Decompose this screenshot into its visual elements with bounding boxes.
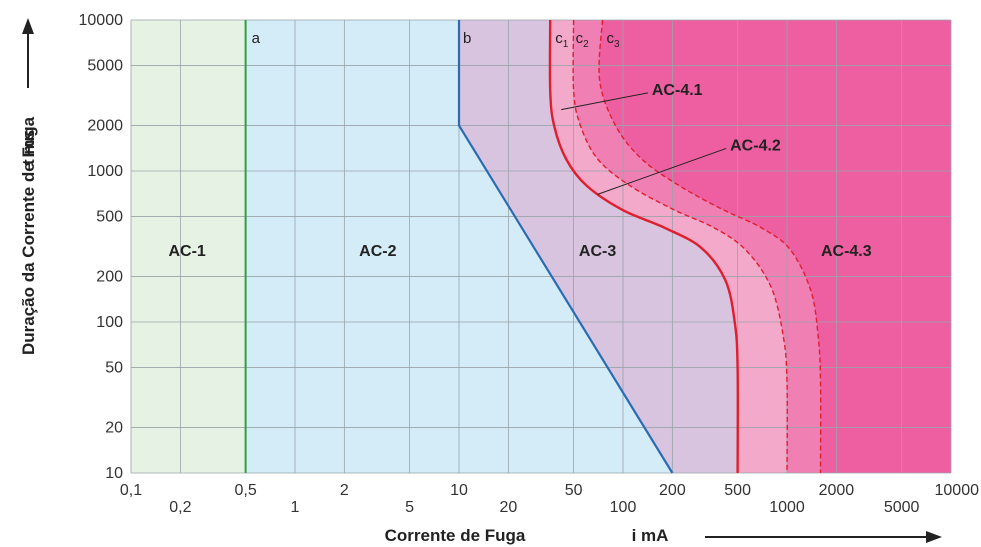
x-tick-label: 500 (724, 482, 751, 499)
y-tick-label: 1000 (87, 163, 123, 180)
x-axis-unit: i mA (632, 526, 669, 545)
curve-label-subscript: 3 (614, 39, 620, 50)
curve-label-b: b (463, 30, 471, 47)
boundary-c3 (598, 19, 822, 474)
y-tick-label: 200 (96, 269, 123, 286)
y-tick-label: 2000 (87, 118, 123, 135)
callout-label-ac-4-2: AC-4.2 (730, 137, 781, 154)
y-tick-label: 10000 (79, 12, 124, 29)
x-tick-label: 20 (499, 499, 517, 516)
x-axis-title: Corrente de Fuga (385, 526, 526, 545)
zone-label-ac-3: AC-3 (579, 243, 616, 260)
zone-ac-2 (131, 20, 673, 473)
x-tick-label: 1000 (769, 499, 805, 516)
x-tick-label: 5000 (884, 499, 920, 516)
y-tick-label: 100 (96, 314, 123, 331)
y-tick-label: 5000 (87, 57, 123, 74)
x-tick-label: 200 (659, 482, 686, 499)
curves-layer (244, 19, 822, 474)
curve-label-a: a (252, 30, 261, 47)
zone-label-ac-4-3: AC-4.3 (821, 243, 872, 260)
curve-label-subscript: 1 (563, 39, 569, 50)
x-tick-label: 2000 (819, 482, 855, 499)
boundary-c1 (548, 19, 740, 474)
y-axis-unit: t ms (19, 130, 38, 165)
x-tick-label: 10 (450, 482, 468, 499)
callout-label-ac-4-1: AC-4.1 (652, 82, 703, 99)
x-tick-label: 0,2 (169, 499, 191, 516)
y-tick-label: 10 (105, 465, 123, 482)
y-tick-label: 20 (105, 420, 123, 437)
x-tick-label: 0,1 (120, 482, 142, 499)
zone-label-ac-2: AC-2 (359, 243, 396, 260)
x-tick-label: 100 (610, 499, 637, 516)
x-tick-label: 1 (291, 499, 300, 516)
x-tick-label: 5 (405, 499, 414, 516)
y-axis-arrow (22, 18, 34, 88)
x-tick-label: 2 (340, 482, 349, 499)
ticks-layer: 10 20 50 100 200 500 1000 2000 5000 10000 0,1 0,2 0,… (79, 12, 980, 516)
curve-label-subscript: 2 (583, 39, 589, 50)
zone-label-ac-1: AC-1 (168, 243, 205, 260)
x-tick-label: 50 (565, 482, 583, 499)
boundary-b (457, 20, 674, 474)
zone-ac-1 (131, 20, 246, 473)
callout-leader (597, 147, 727, 195)
x-tick-label: 0,5 (235, 482, 257, 499)
callout-leader (561, 92, 648, 111)
y-tick-label: 500 (96, 208, 123, 225)
boundary-c2 (572, 19, 788, 474)
y-tick-label: 50 (105, 359, 123, 376)
x-axis-arrow (705, 531, 942, 543)
x-tick-label: 10000 (935, 482, 980, 499)
y-axis-title: Duração da Corrente de Fuga (19, 116, 38, 355)
